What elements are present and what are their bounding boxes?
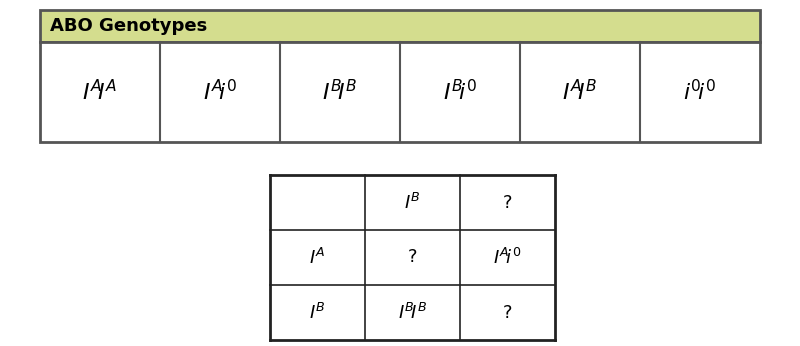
Text: $\mathit{I}^B\!\mathit{i}^0$: $\mathit{I}^B\!\mathit{i}^0$ bbox=[443, 79, 477, 104]
Text: $\mathit{I}^B$: $\mathit{I}^B$ bbox=[310, 302, 326, 322]
Text: ?: ? bbox=[502, 303, 512, 321]
Text: $\mathit{I}^A\!\mathit{i}^0$: $\mathit{I}^A\!\mathit{i}^0$ bbox=[203, 79, 237, 104]
Text: $\mathit{I}^A$: $\mathit{I}^A$ bbox=[310, 247, 326, 267]
Text: ?: ? bbox=[502, 193, 512, 211]
Text: ?: ? bbox=[408, 248, 418, 266]
Text: $\mathit{I}^B$: $\mathit{I}^B$ bbox=[404, 192, 421, 212]
Bar bbox=[40, 42, 760, 142]
Text: $\mathit{i}^0\!\mathit{i}^0$: $\mathit{i}^0\!\mathit{i}^0$ bbox=[683, 79, 717, 104]
Text: ABO Genotypes: ABO Genotypes bbox=[50, 17, 207, 35]
Text: $\mathit{I}^A\!\mathit{I}^A$: $\mathit{I}^A\!\mathit{I}^A$ bbox=[82, 79, 118, 104]
Text: $\mathit{I}^A\!\mathit{I}^B$: $\mathit{I}^A\!\mathit{I}^B$ bbox=[562, 79, 598, 104]
Text: $\mathit{I}^B\!\mathit{I}^B$: $\mathit{I}^B\!\mathit{I}^B$ bbox=[322, 79, 358, 104]
Text: $\mathit{I}^B\!\mathit{I}^B$: $\mathit{I}^B\!\mathit{I}^B$ bbox=[398, 302, 427, 322]
Bar bbox=[40, 10, 760, 42]
Text: $\mathit{I}^A\!\mathit{i}^0$: $\mathit{I}^A\!\mathit{i}^0$ bbox=[494, 247, 522, 267]
